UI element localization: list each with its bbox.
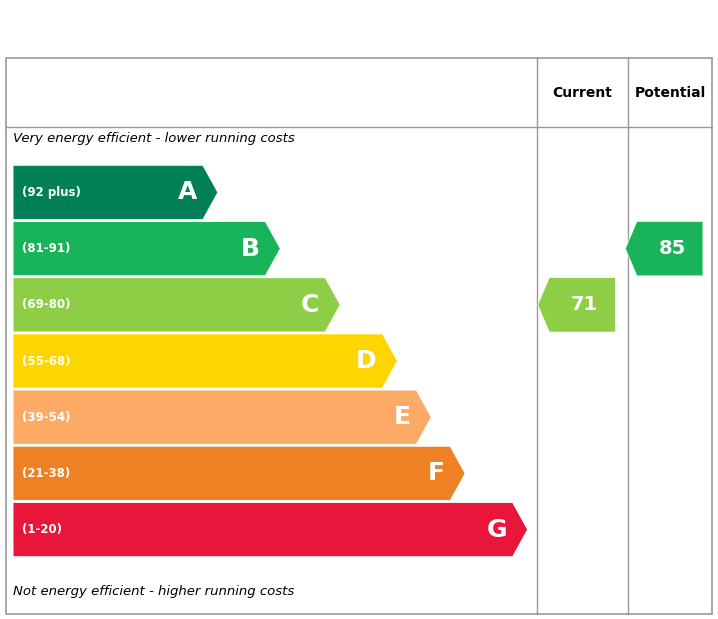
Polygon shape	[13, 334, 398, 388]
Polygon shape	[13, 390, 432, 444]
Polygon shape	[13, 446, 465, 501]
Text: 71: 71	[571, 295, 598, 314]
Polygon shape	[13, 503, 528, 557]
Text: A: A	[178, 180, 197, 204]
Text: Current: Current	[552, 86, 612, 100]
Text: B: B	[241, 236, 260, 261]
Text: Not energy efficient - higher running costs: Not energy efficient - higher running co…	[13, 585, 294, 598]
Polygon shape	[13, 165, 218, 220]
Text: (92 plus): (92 plus)	[22, 186, 81, 199]
Text: (39-54): (39-54)	[22, 410, 71, 423]
Text: (21-38): (21-38)	[22, 467, 70, 480]
Text: D: D	[356, 349, 377, 373]
Text: (81-91): (81-91)	[22, 242, 70, 255]
Text: (1-20): (1-20)	[22, 523, 62, 536]
Text: F: F	[427, 461, 444, 485]
Text: Potential: Potential	[634, 86, 706, 100]
Polygon shape	[13, 222, 281, 276]
Text: Very energy efficient - lower running costs: Very energy efficient - lower running co…	[13, 132, 294, 145]
Polygon shape	[625, 222, 703, 276]
Text: C: C	[301, 293, 320, 317]
Text: (69-80): (69-80)	[22, 298, 71, 311]
Text: G: G	[486, 517, 507, 542]
Text: Energy Efficiency Rating: Energy Efficiency Rating	[13, 11, 454, 43]
Polygon shape	[538, 277, 615, 332]
Text: E: E	[393, 405, 411, 429]
Polygon shape	[13, 277, 340, 332]
Text: 85: 85	[658, 239, 686, 258]
Text: (55-68): (55-68)	[22, 355, 71, 368]
